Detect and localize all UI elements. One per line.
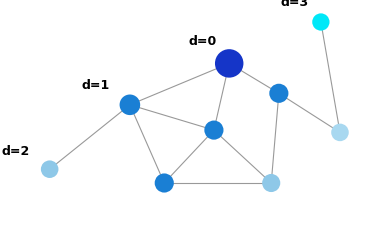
Point <box>47 168 53 171</box>
Point <box>268 181 274 185</box>
Text: d=2: d=2 <box>1 145 29 158</box>
Point <box>318 21 324 25</box>
Point <box>226 62 232 66</box>
Point <box>276 92 282 96</box>
Point <box>337 131 343 135</box>
Text: d=3: d=3 <box>280 0 308 9</box>
Text: d=1: d=1 <box>81 78 110 91</box>
Point <box>127 104 133 107</box>
Point <box>211 129 217 132</box>
Point <box>161 181 167 185</box>
Text: d=0: d=0 <box>188 35 217 48</box>
